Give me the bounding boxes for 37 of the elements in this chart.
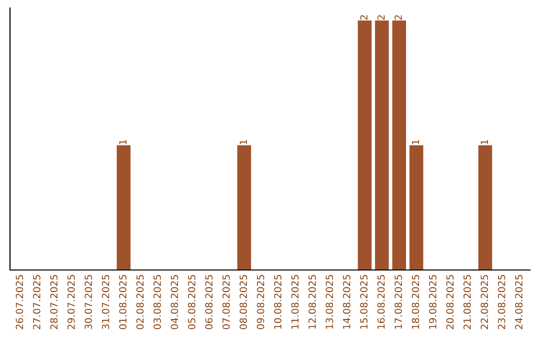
x-tick-label: 17.08.2025 [394, 275, 402, 329]
x-tick-label: 30.07.2025 [84, 275, 92, 330]
data-label: 1 [480, 140, 488, 144]
x-tick-label: 09.08.2025 [256, 275, 264, 330]
data-label: 2 [394, 15, 402, 20]
x-tick-label: 19.08.2025 [429, 275, 436, 329]
x-tick-label: 24.08.2025 [515, 275, 522, 330]
x-tick-label: 02.08.2025 [136, 275, 144, 330]
x-tick-label: 28.07.2025 [50, 275, 58, 330]
x-tick-label: 20.08.2025 [446, 275, 454, 330]
x-tick-label: 21.08.2025 [463, 275, 471, 330]
data-label: 1 [119, 140, 126, 144]
data-label: 2 [360, 15, 368, 20]
x-tick-label: 26.07.2025 [16, 275, 24, 330]
x-tick-label: 05.08.2025 [188, 275, 196, 330]
data-label: 2 [377, 15, 385, 20]
x-tick-label: 03.08.2025 [154, 275, 161, 330]
x-tick-label: 22.08.2025 [480, 275, 488, 330]
x-tick-label: 01.08.2025 [119, 275, 126, 330]
x-tick-label: 18.08.2025 [412, 275, 420, 329]
x-tick-label: 15.08.2025 [360, 275, 368, 329]
x-tick-label: 16.08.2025 [377, 275, 385, 329]
x-tick-label: 06.08.2025 [205, 275, 213, 330]
x-tick-label: 13.08.2025 [326, 275, 334, 329]
data-label: 1 [412, 140, 420, 144]
x-tick-label: 04.08.2025 [170, 275, 178, 330]
x-tick-label: 14.08.2025 [342, 275, 350, 329]
x-tick-label: 29.07.2025 [67, 275, 75, 330]
x-tick-label: 23.08.2025 [498, 275, 506, 330]
x-tick-label: 08.08.2025 [240, 275, 247, 330]
x-tick-label: 10.08.2025 [274, 275, 282, 329]
x-tick-label: 11.08.2025 [291, 275, 299, 329]
x-tick-label: 12.08.2025 [308, 275, 316, 329]
x-tick-label: 31.07.2025 [102, 275, 110, 330]
data-label: 1 [240, 140, 247, 144]
x-tick-label: 27.07.2025 [33, 275, 40, 330]
x-tick-label: 07.08.2025 [222, 275, 230, 330]
